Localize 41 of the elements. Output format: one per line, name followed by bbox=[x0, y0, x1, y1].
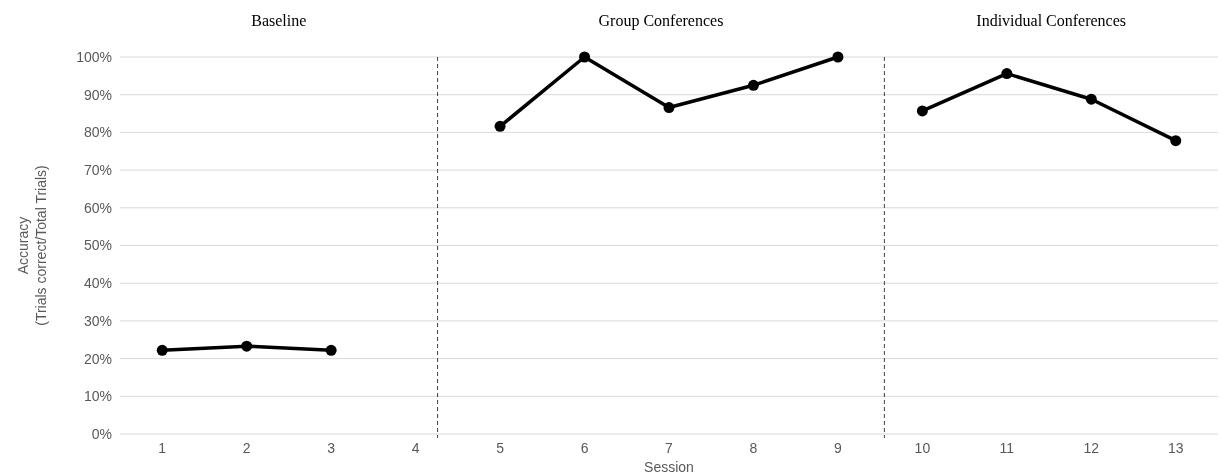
x-tick-label: 6 bbox=[580, 440, 589, 456]
x-tick-label: 9 bbox=[834, 440, 843, 456]
y-tick-label: 0% bbox=[91, 425, 112, 442]
point bbox=[325, 344, 337, 356]
y-tick-label: 90% bbox=[83, 86, 112, 103]
y-axis-title: Accuracy (Trials correct/Total Trials) bbox=[15, 165, 49, 326]
x-tick-label: 5 bbox=[496, 440, 505, 456]
y-tick-label: 30% bbox=[83, 312, 112, 329]
point bbox=[916, 105, 928, 117]
point bbox=[494, 120, 506, 132]
x-tick-label: 1 bbox=[158, 440, 167, 456]
x-tick-label: 11 bbox=[999, 440, 1015, 456]
point bbox=[1001, 68, 1013, 80]
y-tick-label: 40% bbox=[83, 275, 112, 292]
y-tick-label: 100% bbox=[76, 48, 112, 65]
y-tick-label: 20% bbox=[83, 350, 112, 367]
x-axis-title: Session bbox=[644, 459, 694, 475]
y-tick-label: 10% bbox=[83, 388, 112, 405]
x-tick-label: 10 bbox=[914, 440, 931, 456]
x-tick-label: 2 bbox=[242, 440, 251, 456]
point bbox=[579, 51, 591, 63]
x-tick-label: 12 bbox=[1083, 440, 1100, 456]
x-tick-label: 13 bbox=[1167, 440, 1184, 456]
point bbox=[832, 51, 844, 63]
point bbox=[1170, 135, 1182, 147]
point bbox=[747, 79, 759, 91]
point bbox=[1085, 93, 1097, 105]
text: Baseline bbox=[251, 12, 307, 29]
point bbox=[663, 102, 675, 114]
y-tick-label: 60% bbox=[83, 199, 112, 216]
point bbox=[156, 344, 168, 356]
x-tick-label: 4 bbox=[411, 440, 420, 456]
y-tick-label: 70% bbox=[83, 162, 112, 178]
x-tick-label: 7 bbox=[665, 440, 674, 456]
x-tick-label: 3 bbox=[327, 440, 336, 456]
point bbox=[241, 340, 253, 352]
y-tick-label: 80% bbox=[83, 124, 112, 141]
y-tick-label: 50% bbox=[83, 237, 112, 254]
x-tick-label: 8 bbox=[749, 440, 758, 456]
text: Group Conferences bbox=[598, 12, 724, 30]
text: Individual Conferences bbox=[976, 12, 1127, 29]
